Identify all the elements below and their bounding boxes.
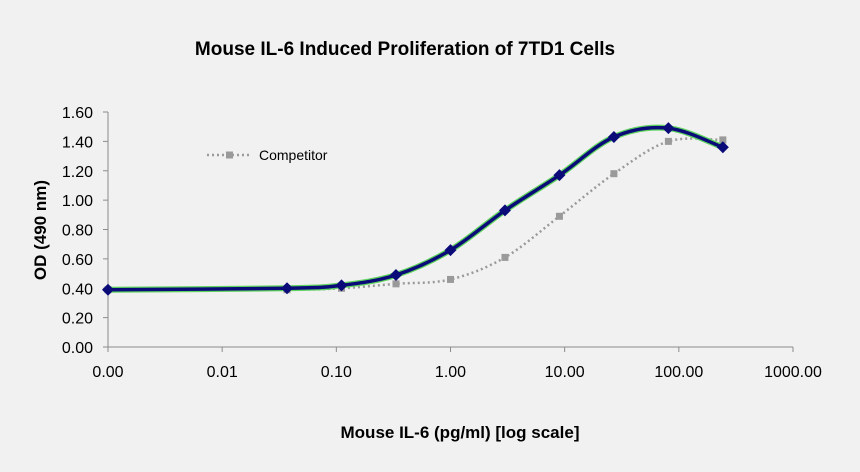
y-axis-label: OD (490 nm) — [31, 180, 50, 280]
y-tick-label: 1.40 — [62, 134, 93, 151]
x-tick-label: 1000.00 — [764, 364, 822, 381]
sample-point — [553, 169, 566, 182]
y-tick-label: 1.60 — [62, 105, 93, 122]
competitor-point — [555, 212, 563, 220]
sample-point — [389, 269, 402, 282]
competitor-point — [664, 137, 672, 145]
sample-point — [444, 244, 457, 257]
competitor-point — [610, 170, 618, 178]
sample-point — [102, 283, 114, 296]
x-tick-label: 100.00 — [654, 364, 703, 381]
y-tick-label: 0.00 — [62, 340, 93, 357]
y-tick-label: 0.40 — [62, 281, 93, 298]
x-tick-label: 0.00 — [92, 364, 123, 381]
y-tick-label: 1.20 — [62, 164, 93, 181]
x-tick-label: 0.01 — [207, 364, 238, 381]
x-tick-label: 10.00 — [545, 364, 585, 381]
competitor-line — [107, 137, 723, 292]
competitor-point — [719, 136, 727, 144]
legend-competitor-marker — [226, 151, 233, 159]
sample-point — [335, 279, 348, 292]
axes: 0.00 0.20 0.40 0.60 0.80 1.00 1.20 1.40 1.60 0.00… — [62, 105, 822, 381]
y-tick-label: 0.80 — [62, 223, 93, 240]
sample-point — [662, 122, 675, 135]
competitor-point — [501, 253, 509, 261]
sample-point — [281, 282, 294, 295]
sample-point — [716, 141, 729, 154]
competitor-point — [447, 275, 454, 283]
sample-point — [607, 130, 620, 143]
competitor-point — [392, 280, 400, 288]
y-tick-label: 0.20 — [62, 311, 93, 328]
x-axis-label: Mouse IL-6 (pg/ml) [log scale] — [341, 423, 580, 442]
chart-title: Mouse IL-6 Induced Proliferation of 7TD1… — [195, 39, 615, 60]
series-sample — [102, 122, 729, 296]
sample-line-glow — [105, 124, 726, 293]
legend-competitor-label: Competitor — [259, 147, 328, 163]
legend: Competitor — [207, 147, 328, 163]
series-layer — [102, 122, 729, 296]
sample-point — [498, 204, 511, 217]
x-tick-label: 1.00 — [435, 364, 466, 381]
y-tick-label: 1.00 — [62, 193, 93, 210]
y-tick-label: 0.60 — [62, 252, 93, 269]
x-tick-label: 0.10 — [321, 364, 352, 381]
